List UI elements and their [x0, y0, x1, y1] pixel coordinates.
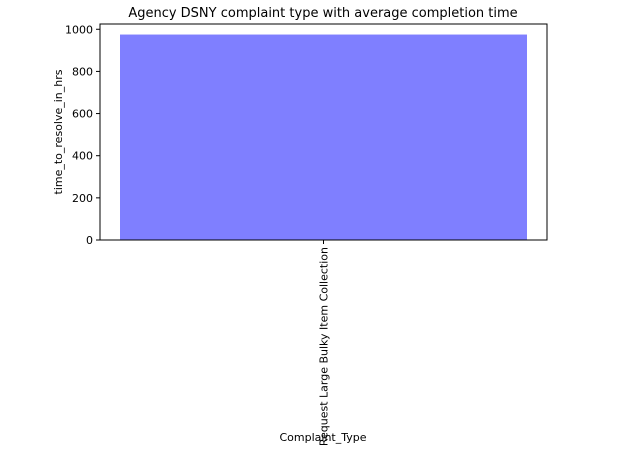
y-tick-label: 800	[72, 65, 93, 78]
y-tick-label: 400	[72, 150, 93, 163]
bars-group	[120, 34, 527, 240]
x-axis-ticks: Request Large Bulky Item Collection	[318, 240, 331, 446]
chart-title: Agency DSNY complaint type with average …	[128, 6, 517, 21]
y-tick-label: 200	[72, 192, 93, 205]
x-tick-label: Request Large Bulky Item Collection	[318, 247, 331, 446]
y-tick-label: 0	[86, 234, 93, 247]
y-axis-label: time_to_resolve_in_hrs	[52, 69, 65, 194]
y-tick-label: 600	[72, 108, 93, 121]
y-tick-label: 1000	[65, 23, 93, 36]
bar	[120, 34, 527, 240]
y-axis-ticks: 0 200 400 600 800 1000	[65, 23, 100, 247]
x-axis-label: Complaint_Type	[279, 431, 366, 444]
